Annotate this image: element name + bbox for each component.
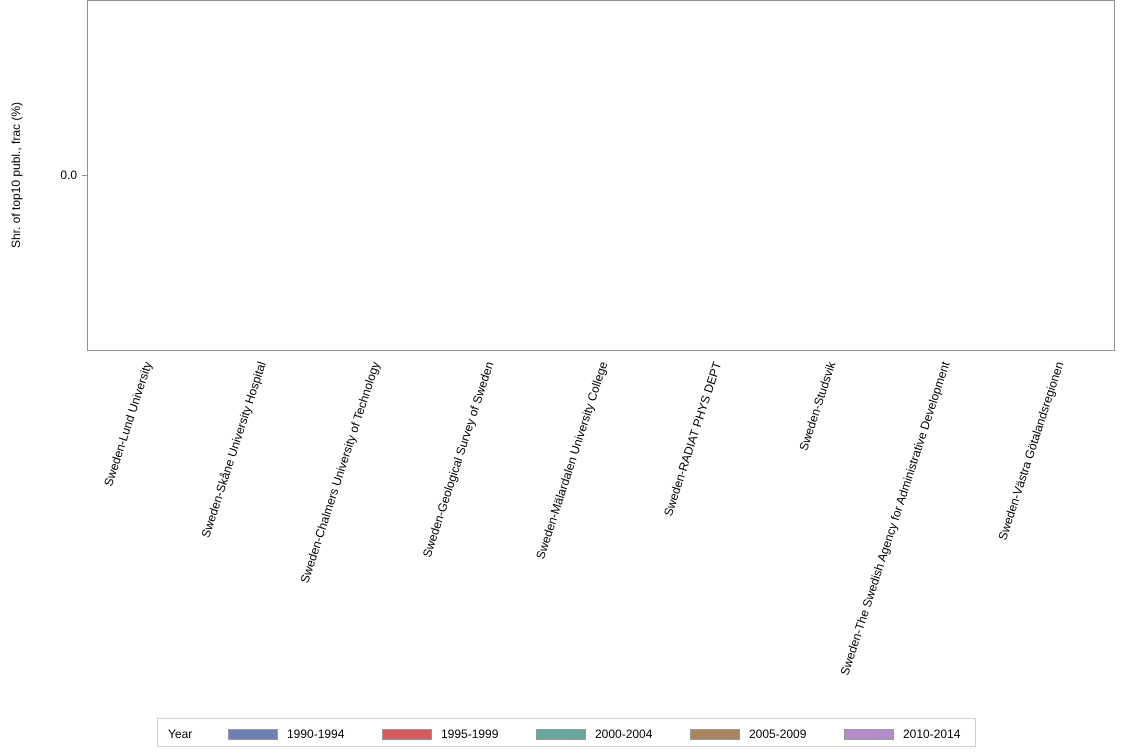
x-tick-label: Sweden-Geological Survey of Sweden [419,359,497,559]
legend-title: Year [168,727,193,741]
legend-item-1995-1999: 1995-1999 [382,727,498,741]
legend-swatch [228,728,278,740]
legend-swatch [382,728,432,740]
legend-item-2000-2004: 2000-2004 [536,727,652,741]
legend-item-2005-2009: 2005-2009 [690,727,806,741]
x-tick-label: Sweden-Lund University [101,359,155,488]
legend-swatch [844,728,894,740]
x-tick-label: Sweden-RADIAT PHYS DEPT [661,359,725,518]
y-tick [82,175,87,176]
x-tick-label: Sweden-Västra Götalandsregionen [995,359,1067,542]
x-tick-label: Sweden-Mälardalen University College [533,359,611,561]
x-tick-label: Sweden-Skåne University Hospital [198,359,269,540]
x-tick-label: Sweden-Chalmers University of Technology [297,359,383,585]
legend-item-1990-1994: 1990-1994 [228,727,344,741]
x-tick-label: Sweden-Studsvik [796,359,839,453]
plot-area [87,0,1115,351]
legend-swatch [536,728,586,740]
legend-swatch [690,728,740,740]
y-axis-label: Shr. of top10 publ., frac (%) [9,101,23,249]
legend: Year 1990-1994 1995-1999 2000-2004 2005-… [157,718,976,747]
x-tick-label: Sweden-The Swedish Agency for Administra… [837,359,953,677]
y-tick-label: 0.0 [60,168,77,182]
legend-item-2010-2014: 2010-2014 [844,727,960,741]
